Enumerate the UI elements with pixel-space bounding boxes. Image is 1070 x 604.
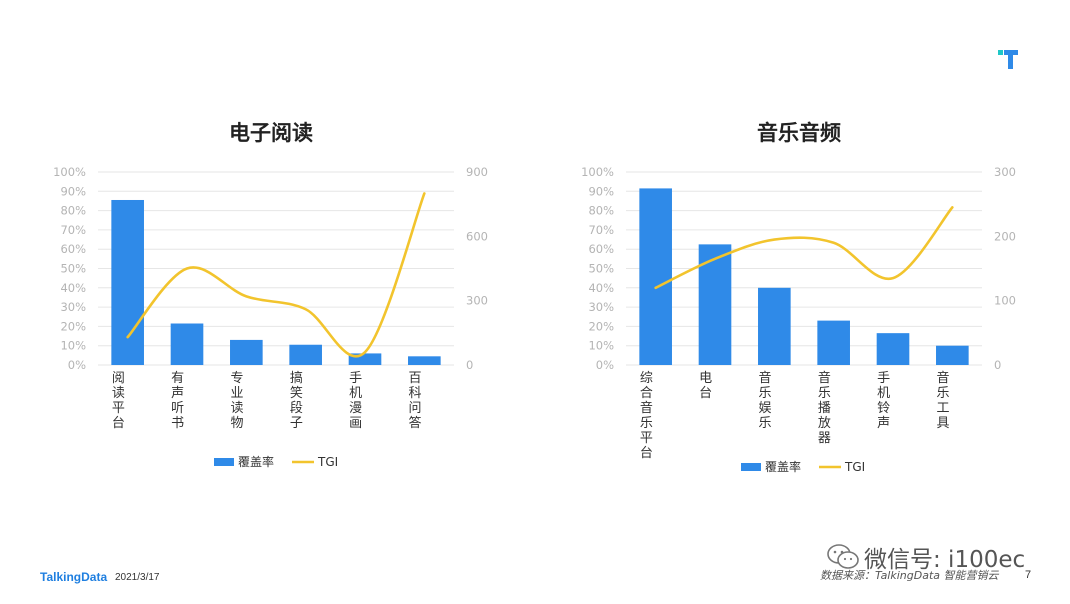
y-left-tick-label: 30%: [588, 300, 614, 314]
y-left-tick-label: 0%: [68, 358, 86, 372]
y-left-tick-label: 100%: [53, 165, 86, 179]
y-right-tick-label: 0: [466, 358, 473, 372]
y-left-tick-label: 100%: [581, 165, 614, 179]
chart-1: 电子阅读 0% 10% 20% 30% 40% 50% 60% 70% 80% 90% 100% 0 30…: [53, 121, 488, 469]
bar: [348, 353, 382, 365]
legend-swatch-bar: [214, 458, 234, 466]
tgi-line: [654, 206, 954, 290]
footer-date: 2021/3/17: [115, 572, 160, 583]
footer-brand: TalkingData: [40, 570, 108, 584]
bar: [289, 344, 322, 365]
tgi-line: [126, 192, 426, 358]
bar: [170, 323, 204, 365]
category-label: 专业读物: [231, 371, 244, 431]
bar: [876, 333, 910, 365]
page-number: 7: [1025, 569, 1032, 581]
y-left-tick-label: 60%: [588, 242, 614, 256]
category-label: 音乐播放器: [818, 370, 831, 446]
y-left-tick-label: 0%: [596, 358, 614, 372]
watermark-text: 微信号: i100ec: [864, 547, 1026, 573]
legend-label: TGI: [844, 460, 865, 474]
y-left-tick-label: 50%: [60, 262, 86, 276]
y-left-tick-label: 50%: [588, 262, 614, 276]
legend-label: TGI: [317, 455, 338, 469]
category-label: 手机铃声: [877, 371, 890, 431]
bar: [111, 199, 144, 365]
y-left-tick-label: 40%: [60, 281, 86, 295]
y-right-tick-label: 600: [466, 229, 488, 243]
bar: [230, 339, 263, 365]
category-label: 电台: [699, 371, 712, 401]
y-left-tick-label: 20%: [60, 319, 86, 333]
y-right-tick-label: 200: [994, 229, 1016, 243]
y-left-tick-label: 80%: [588, 204, 614, 218]
category-label: 音乐工具: [937, 370, 950, 431]
legend-label: 覆盖率: [238, 454, 274, 469]
watermark: 微信号: i100ec: [826, 540, 1025, 574]
y-left-tick-label: 90%: [60, 184, 86, 198]
y-left-tick-label: 30%: [60, 300, 86, 314]
legend-label: 覆盖率: [765, 459, 801, 474]
y-left-tick-label: 90%: [588, 184, 614, 198]
y-left-tick-label: 10%: [588, 339, 614, 353]
y-left-tick-label: 70%: [60, 223, 86, 237]
y-right-tick-label: 300: [466, 294, 488, 308]
category-label: 阅读平台: [112, 371, 125, 431]
y-left-tick-label: 40%: [588, 281, 614, 295]
y-left-tick-label: 20%: [588, 319, 614, 333]
legend: 覆盖率 TGI: [741, 459, 865, 474]
category-label: 综合音乐平台: [640, 371, 653, 461]
y-right-tick-label: 100: [994, 294, 1016, 308]
legend-swatch-bar: [741, 463, 761, 471]
bar: [817, 320, 850, 365]
y-left-tick-label: 60%: [60, 242, 86, 256]
footer-source: 数据来源：TalkingData 智能营销云: [820, 569, 999, 582]
category-label: 百科问答: [409, 371, 422, 431]
y-left-tick-label: 70%: [588, 223, 614, 237]
wechat-icon: [827, 544, 859, 569]
bar: [758, 287, 791, 365]
chart-title: 音乐音频: [757, 121, 841, 145]
y-right-tick-label: 900: [466, 165, 488, 179]
y-right-tick-label: 300: [994, 165, 1016, 179]
chart-title: 电子阅读: [229, 121, 313, 145]
legend: 覆盖率 TGI: [214, 454, 338, 469]
category-label: 音乐娱乐: [759, 370, 772, 431]
talkingdata-logo-icon: [998, 50, 1018, 69]
y-left-tick-label: 10%: [60, 339, 86, 353]
y-right-tick-label: 0: [994, 358, 1001, 372]
y-left-tick-label: 80%: [60, 204, 86, 218]
bar: [408, 356, 441, 365]
category-label: 有声听书: [171, 371, 184, 431]
category-label: 手机漫画: [349, 371, 362, 431]
category-label: 搞笑段子: [290, 370, 303, 431]
bar: [936, 345, 969, 365]
chart-2: 音乐音频 0% 10% 20% 30% 40% 50% 60% 70% 80% 90% 100% 0 10…: [581, 121, 1016, 474]
bar: [639, 188, 672, 365]
